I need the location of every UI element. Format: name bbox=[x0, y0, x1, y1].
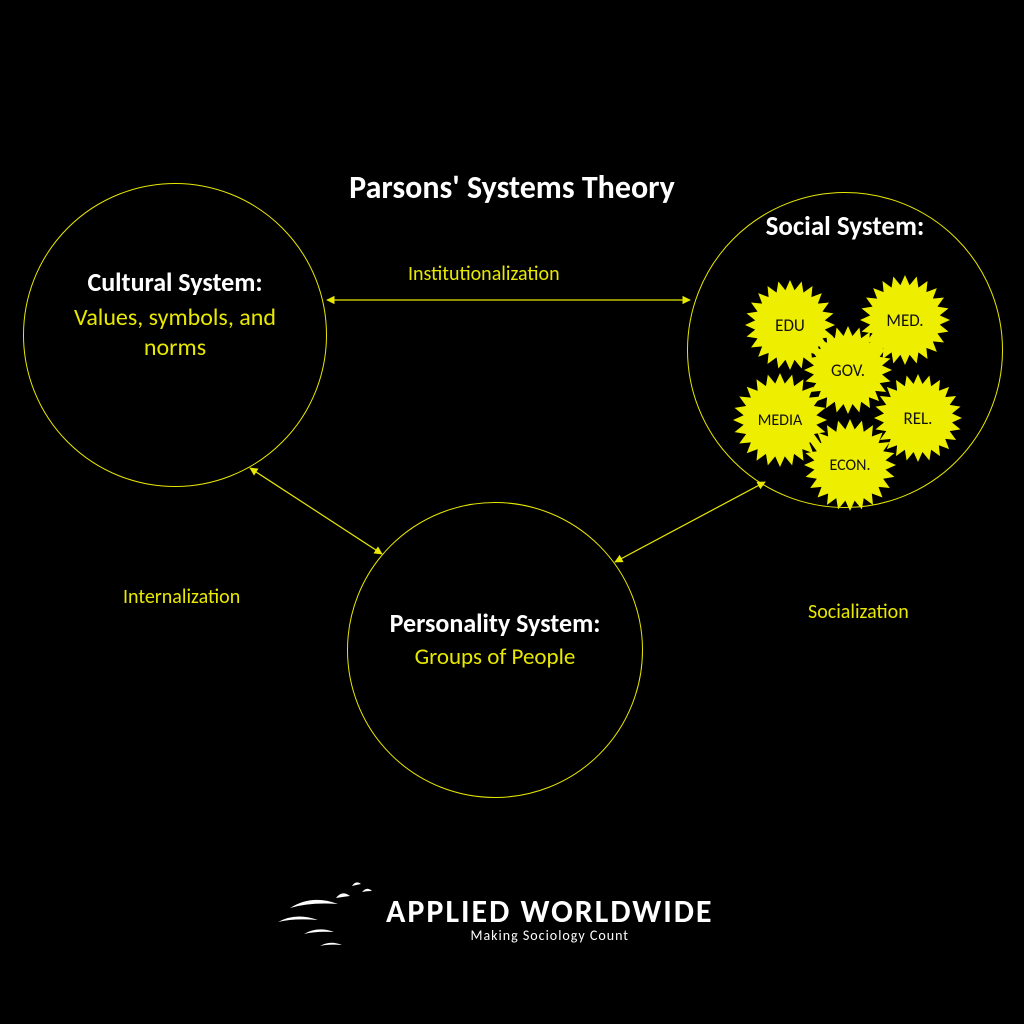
node-cultural-subtitle: Values, symbols, and norms bbox=[44, 303, 306, 363]
brand-logo: APPLIED WORLDWIDE Making Sociology Count bbox=[260, 878, 714, 958]
node-personality-title: Personality System: bbox=[390, 608, 601, 639]
node-cultural-title: Cultural System: bbox=[87, 267, 262, 298]
node-personality-subtitle: Groups of People bbox=[415, 643, 576, 672]
node-cultural-system: Cultural System: Values, symbols, and no… bbox=[23, 183, 327, 487]
edge-label-internalization: Internalization bbox=[123, 585, 240, 609]
node-social-title: Social System: bbox=[688, 211, 1002, 243]
institution-econ: ECON. bbox=[804, 419, 896, 511]
edge-label-socialization: Socialization bbox=[808, 600, 909, 624]
edge-label-institutionalization: Institutionalization bbox=[408, 262, 560, 286]
diagram-stage: Parsons' Systems Theory Cultural System:… bbox=[0, 0, 1024, 1024]
brand-tagline: Making Sociology Count bbox=[471, 927, 630, 944]
birds-icon bbox=[260, 878, 380, 958]
brand-name: APPLIED WORLDWIDE bbox=[386, 892, 714, 931]
node-personality-system: Personality System: Groups of People bbox=[347, 502, 643, 798]
